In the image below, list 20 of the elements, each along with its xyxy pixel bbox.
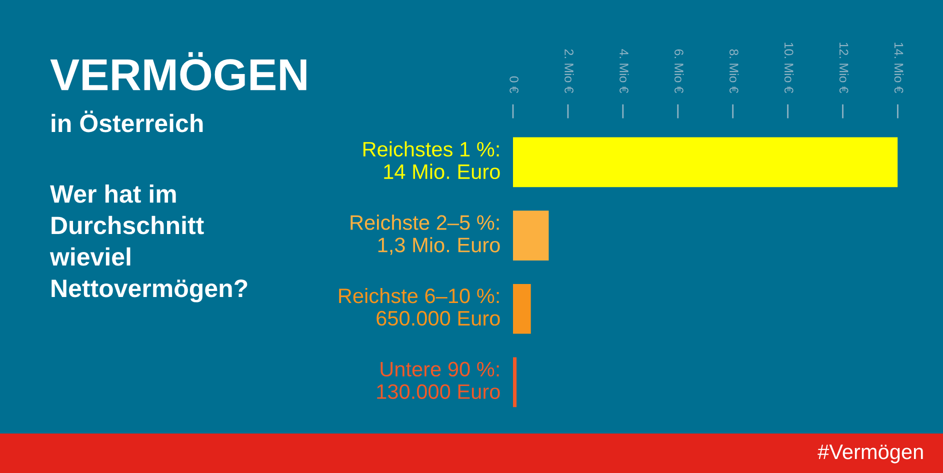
bar <box>512 357 517 408</box>
x-tick-label: 12. Mio € <box>839 42 849 94</box>
x-tick-label: 10. Mio € <box>784 42 794 94</box>
text: Wer hat im Durchschnitt wieviel Nettovermögen? <box>50 184 248 302</box>
y-tick-label: Untere 90 %: 130.000 Euro <box>377 362 500 399</box>
y-tick-label: Reichste 6–10 %: 650.000 Euro <box>339 288 500 326</box>
x-tick-label: 4. Mio € <box>620 49 629 94</box>
chart-title: VERMÖGEN <box>50 52 306 91</box>
bar <box>512 284 531 334</box>
y-tick-label: Reichste 2–5 %: 1,3 Mio. Euro <box>350 214 500 255</box>
x-tick-label: 0 € <box>510 76 518 94</box>
x-tick-label: 2. Mio € <box>564 49 574 94</box>
x-tick-label: 6. Mio € <box>674 49 684 94</box>
text: #Vermögen <box>818 444 923 464</box>
bar <box>512 137 898 188</box>
x-tick-label: 8. Mio € <box>729 49 739 94</box>
y-tick-label: Reichstes 1 %: 14 Mio. Euro <box>363 141 500 180</box>
text: in Österreich <box>52 110 203 132</box>
bar <box>512 210 549 260</box>
x-tick-label: 14. Mio € <box>894 42 904 94</box>
